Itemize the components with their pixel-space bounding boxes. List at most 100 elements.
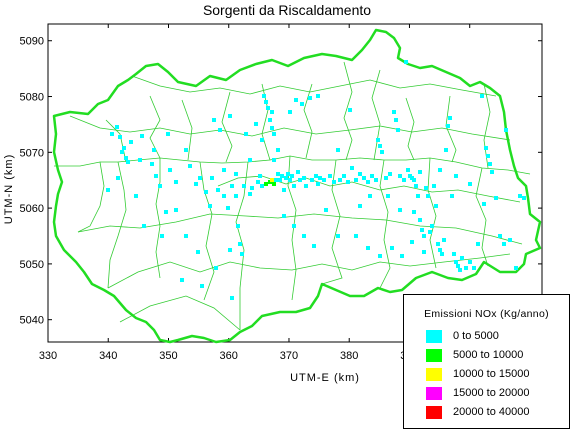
emission-source <box>384 176 388 180</box>
emission-source <box>302 234 306 238</box>
emission-source <box>142 224 146 228</box>
emission-source <box>422 250 426 254</box>
emission-source <box>242 184 246 188</box>
emission-source <box>502 242 506 246</box>
emission-source <box>464 266 468 270</box>
x-tick-label: 340 <box>99 350 117 362</box>
emission-source <box>494 196 498 200</box>
emission-source <box>129 140 133 144</box>
municipal-boundaries <box>54 61 531 331</box>
y-axis-label: UTM-N (km) <box>3 154 15 224</box>
emission-source <box>480 94 484 98</box>
emission-source <box>226 206 230 210</box>
emission-source <box>348 108 352 112</box>
emission-source <box>200 284 204 288</box>
emission-source <box>154 174 158 178</box>
emission-source <box>120 150 124 154</box>
emission-source <box>292 224 296 228</box>
emission-source <box>472 266 476 270</box>
emission-source <box>522 196 526 200</box>
emission-source <box>302 176 306 180</box>
emission-source <box>270 126 274 130</box>
emission-source <box>358 204 362 208</box>
emission-source <box>428 230 432 234</box>
emission-source <box>412 210 416 214</box>
emission-source <box>426 194 430 198</box>
x-tick-label: 380 <box>340 350 358 362</box>
emission-source <box>140 134 144 138</box>
emission-source <box>180 278 184 282</box>
emission-source <box>234 194 238 198</box>
emission-source <box>452 252 456 256</box>
emission-source <box>388 172 392 176</box>
emission-source <box>272 158 276 162</box>
emission-source <box>288 110 292 114</box>
emission-source <box>482 202 486 206</box>
legend-swatch <box>426 406 442 419</box>
emission-source <box>514 266 518 270</box>
emission-source <box>338 178 342 182</box>
emission-source <box>122 146 126 150</box>
emission-source <box>280 174 284 178</box>
emission-source <box>238 242 242 246</box>
emission-source <box>328 174 332 178</box>
emission-source <box>430 224 434 228</box>
y-tick-label: 5040 <box>20 315 44 327</box>
emission-source <box>230 296 234 300</box>
emission-source <box>286 172 290 176</box>
emission-source <box>390 246 394 250</box>
emission-source <box>218 128 222 132</box>
emission-source <box>256 180 260 184</box>
emission-source <box>346 180 350 184</box>
emission-source <box>222 168 226 172</box>
emission-source <box>274 178 278 182</box>
emission-source <box>124 156 128 160</box>
emission-source <box>342 174 346 178</box>
legend-label: 20000 to 40000 <box>453 406 530 418</box>
emission-source <box>468 260 472 264</box>
emission-source <box>434 204 438 208</box>
emission-source <box>228 114 232 118</box>
emission-source <box>490 170 494 174</box>
emission-source <box>260 184 264 188</box>
emission-source <box>284 176 288 180</box>
emission-source <box>298 178 302 182</box>
emission-source <box>294 98 298 102</box>
emission-source <box>400 254 404 258</box>
emission-source <box>184 234 188 238</box>
emission-source <box>370 174 374 178</box>
axis-labels: UTM-E (km) UTM-N (km) <box>3 154 359 384</box>
legend-title: Emissioni NOx (Kg/anno) <box>424 308 549 320</box>
emission-source <box>394 118 398 122</box>
emission-source <box>444 148 448 152</box>
emission-source <box>260 138 264 142</box>
emission-source <box>258 174 262 178</box>
plot-frame <box>47 23 543 343</box>
emission-source <box>106 188 110 192</box>
emission-source <box>376 138 380 142</box>
emission-source <box>438 248 442 252</box>
emission-source <box>418 218 422 222</box>
legend-label: 5000 to 10000 <box>453 349 524 361</box>
emission-source <box>366 180 370 184</box>
legend-label: 10000 to 15000 <box>453 368 530 380</box>
emission-source <box>126 160 130 164</box>
emission-source <box>300 102 304 106</box>
y-tick-label: 5090 <box>20 36 44 48</box>
emission-source <box>290 174 294 178</box>
emission-source <box>420 228 424 232</box>
emission-source <box>116 176 120 180</box>
emission-source <box>398 174 402 178</box>
emission-source <box>358 172 362 176</box>
emission-source <box>406 168 410 172</box>
emission-source <box>270 110 274 114</box>
emission-source <box>486 154 490 158</box>
emission-source <box>386 194 390 198</box>
emission-source <box>174 208 178 212</box>
legend: Emissioni NOx (Kg/anno) 0 to 5000 5000 t… <box>403 294 570 429</box>
emission-source <box>254 122 258 126</box>
emission-source <box>234 172 238 176</box>
emission-source <box>110 132 114 136</box>
emission-source <box>498 234 502 238</box>
